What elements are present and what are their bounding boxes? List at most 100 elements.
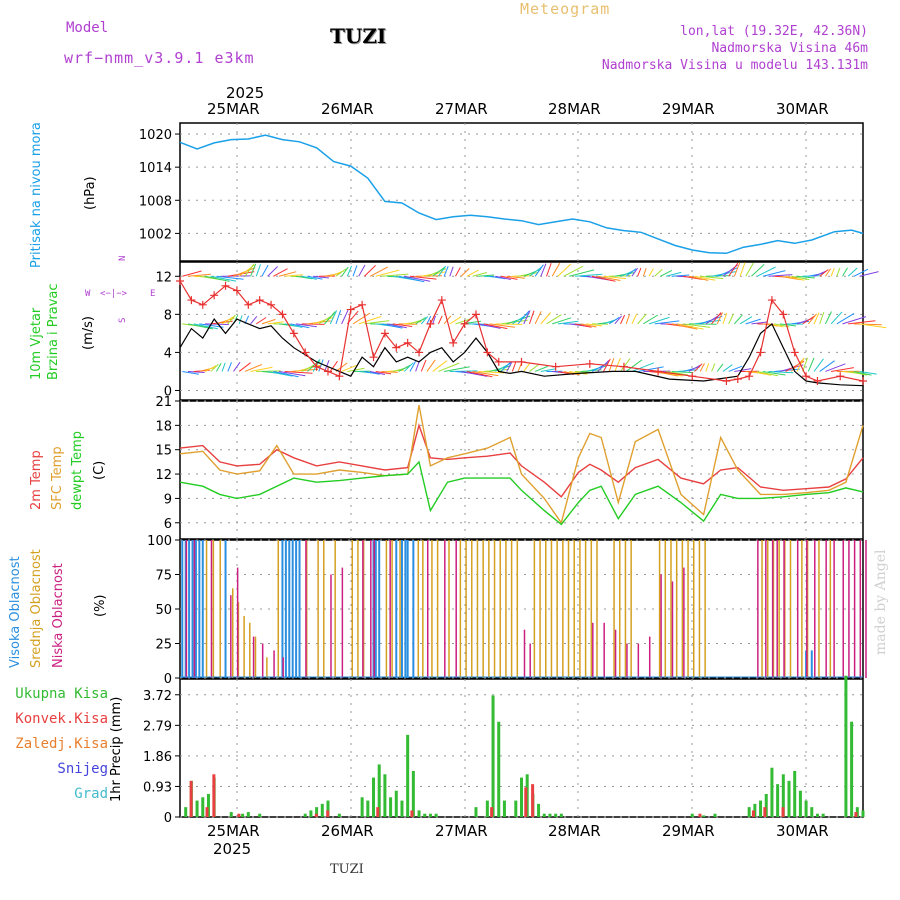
wind-barb-lower (523, 363, 531, 372)
wind-barb-middle (751, 321, 768, 325)
gust-marker (813, 376, 822, 385)
wind-barb-upper (352, 265, 358, 277)
panel-frame-0 (179, 122, 864, 262)
gust-marker (779, 310, 788, 319)
precip-bar-1 (376, 807, 380, 817)
precip-bar-0 (776, 784, 780, 817)
precip-bar-1 (524, 787, 528, 817)
wind-barb-lower (614, 357, 621, 372)
wind-barb-upper (375, 269, 400, 277)
wind-barb-lower (694, 363, 703, 372)
precip-bar-1 (763, 807, 767, 817)
wind-barb-middle (574, 323, 592, 328)
legend-grad: Grad (74, 786, 108, 802)
wind-barb-upper (455, 267, 461, 277)
wind-barb-lower (318, 359, 324, 372)
wind-barb-upper (210, 275, 237, 282)
gust-marker (232, 286, 241, 295)
wind-barb-upper (591, 275, 616, 282)
gust-marker (859, 376, 867, 385)
y-tick-label: 0 (164, 384, 172, 399)
wind-barb-upper (346, 265, 352, 277)
year-bottom: 2025 (213, 840, 252, 858)
wind-barb-middle (432, 315, 436, 325)
gust-marker (790, 348, 799, 357)
wind-barb-upper (574, 273, 603, 277)
wind-barb-middle (580, 323, 597, 328)
wind-barb-upper (404, 275, 431, 282)
wind-barb-middle (528, 310, 535, 325)
y-tick-label: 25 (155, 638, 172, 653)
day-label: 29MAR (662, 822, 715, 840)
gust-marker (323, 367, 332, 376)
wind-barb-upper (745, 262, 754, 277)
wind-barb-lower (472, 370, 499, 377)
precip-bar-0 (394, 790, 398, 817)
wind-barb-upper (187, 273, 211, 277)
wind-barb-middle (802, 315, 816, 325)
wind-barb-middle (824, 311, 832, 325)
wind-barb-lower (848, 370, 868, 376)
precip-bar-0 (844, 675, 848, 817)
gust-marker (437, 296, 446, 305)
wind-barb-middle (335, 309, 342, 325)
compass-arrows: <−|−> (100, 289, 128, 299)
precip-bar-0 (810, 807, 814, 817)
y-tick-label: 75 (155, 569, 172, 584)
wind-barb-lower (461, 370, 488, 377)
wind-barb-lower (398, 364, 412, 372)
wind-barb-upper (244, 263, 255, 277)
wind-barb-middle (478, 323, 501, 329)
day-label: 30MAR (776, 822, 829, 840)
wind-barb-lower (409, 361, 417, 372)
station-title: TUZI (330, 24, 387, 48)
precip-bar-0 (804, 800, 808, 817)
wind-barb-upper (631, 267, 639, 277)
wind-barb-lower (734, 368, 752, 372)
wind-barb-upper (825, 268, 832, 277)
wind-barb-middle (819, 311, 825, 325)
wind-barb-middle (552, 317, 572, 325)
model-elevation: Nadmorska Visina u modelu 143.131m (601, 58, 868, 73)
wind-barb-lower (807, 357, 815, 372)
wind-barb-upper (182, 270, 202, 277)
precip-bar-0 (850, 721, 854, 817)
wind-barb-lower (335, 362, 348, 372)
wind-barb-lower (506, 361, 513, 372)
precip-bar-0 (406, 734, 410, 817)
precip-bar-0 (542, 813, 546, 817)
wind-barb-middle (711, 312, 722, 325)
wind-barb-lower (529, 364, 540, 372)
wind-barb-middle (739, 316, 753, 325)
wind-barb-lower (534, 365, 548, 372)
wind-barb-lower (341, 364, 357, 372)
wind-barb-middle (648, 316, 670, 325)
gust-marker (312, 362, 321, 371)
gust-marker (221, 281, 230, 290)
wind-barb-upper (563, 265, 584, 277)
precip-bar-0 (491, 695, 495, 817)
precip-bar-0 (554, 813, 558, 817)
wind-barb-lower (364, 370, 380, 375)
day-label: 28MAR (548, 100, 601, 118)
wind-barb-upper (523, 268, 542, 277)
precip-bar-0 (821, 813, 825, 817)
wind-barb-middle (255, 317, 267, 325)
wind-barb-upper (768, 274, 793, 277)
gust-marker (836, 372, 845, 381)
precip-bar-1 (205, 807, 209, 817)
wind-barb-middle (250, 316, 258, 325)
wind-barb-middle (455, 318, 472, 325)
wind-barb-upper (273, 268, 288, 277)
wind-barb-upper (557, 263, 572, 277)
precip-bar-0 (502, 800, 506, 817)
gust-marker (756, 348, 765, 357)
wind-barb-upper (728, 262, 739, 277)
wind-barb-upper (700, 275, 724, 280)
y-tick-label: 1.86 (143, 750, 172, 765)
precip-bar-1 (854, 812, 858, 817)
precip-bar-0 (497, 721, 501, 817)
precip-bar-1 (189, 780, 193, 817)
precip-bar-0 (389, 797, 393, 817)
